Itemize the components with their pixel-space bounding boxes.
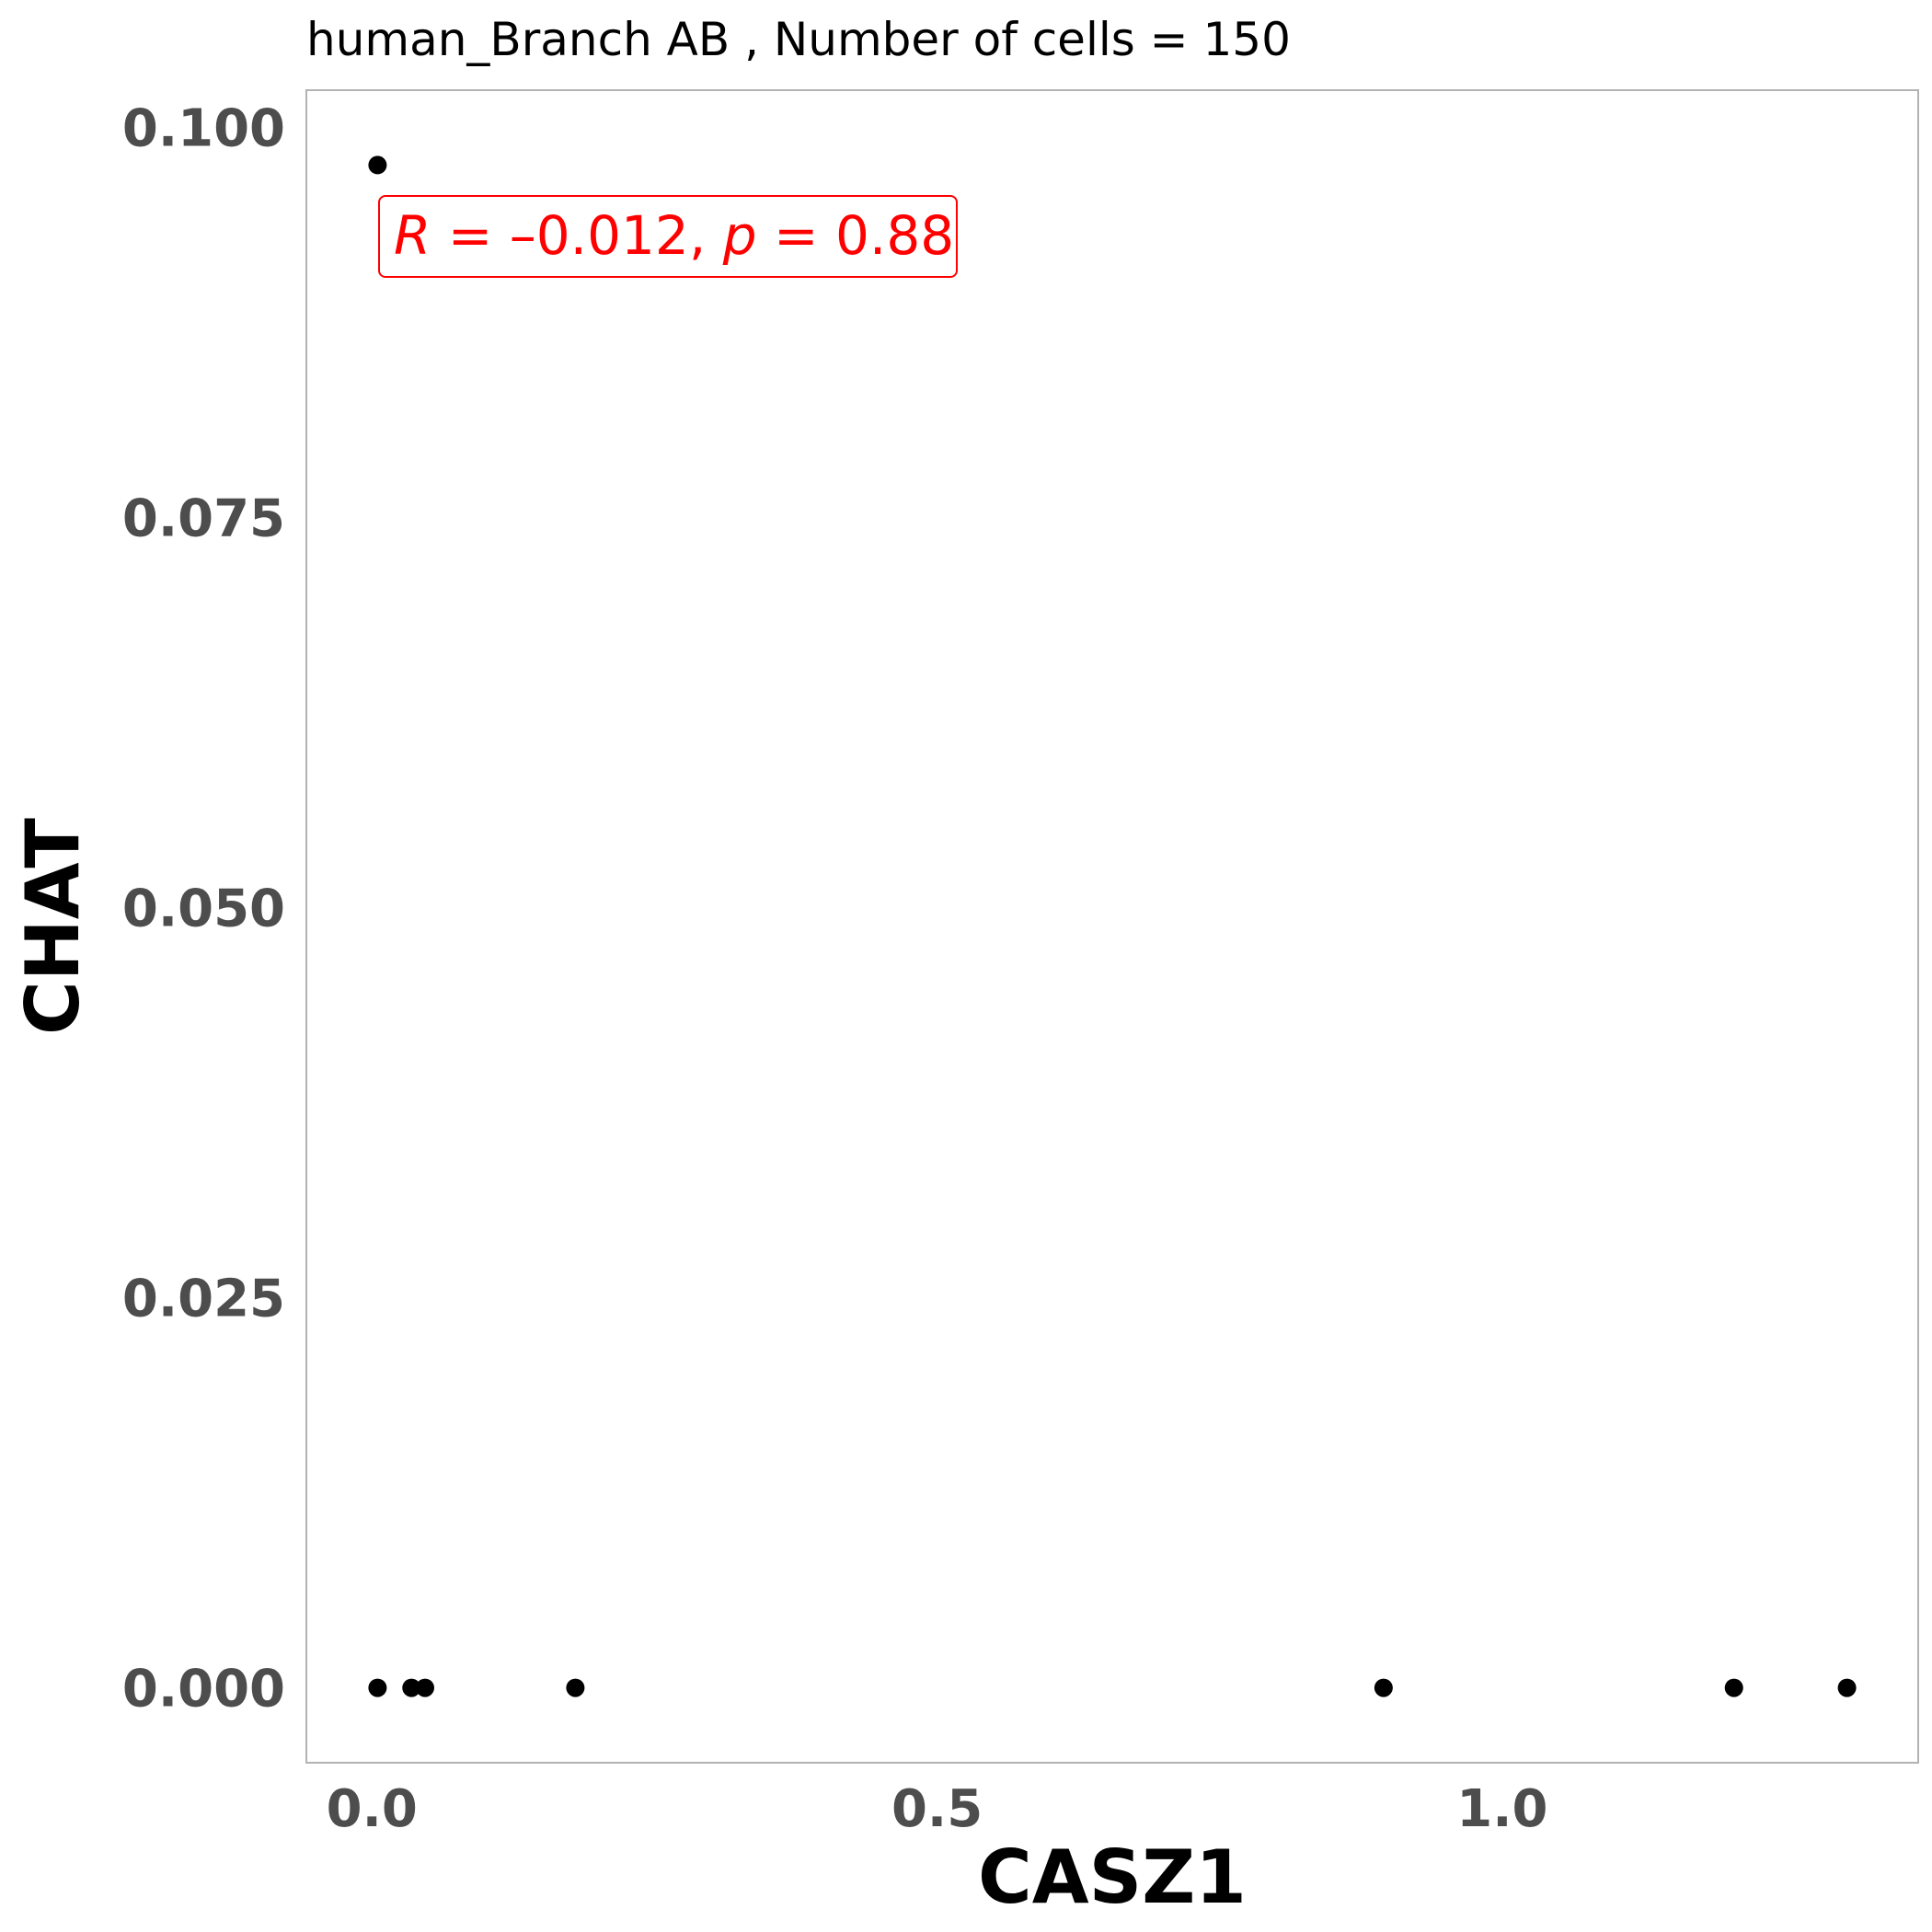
y-axis-ticks: 0.000 0.025 0.050 0.075 0.100 — [122, 99, 285, 1719]
chart-title: human_Branch AB , Number of cells = 150 — [306, 13, 1291, 66]
data-points — [368, 155, 1857, 1697]
x-tick-label: 0.5 — [891, 1779, 983, 1839]
y-axis-title: CHAT — [10, 818, 96, 1035]
annotation-box — [378, 195, 958, 278]
annotation-text: R = –0.012, p = 0.88 — [394, 204, 954, 267]
y-tick-label: 0.000 — [122, 1660, 285, 1719]
data-point — [368, 1678, 387, 1697]
y-tick-label: 0.050 — [122, 880, 285, 939]
correlation-annotation: R = –0.012, p = 0.88 — [378, 195, 958, 278]
data-point — [1724, 1678, 1743, 1697]
y-tick-label: 0.075 — [122, 489, 285, 549]
y-tick-label: 0.025 — [122, 1270, 285, 1329]
x-axis-title: CASZ1 — [978, 1834, 1247, 1920]
data-point — [1837, 1678, 1857, 1697]
y-tick-label: 0.100 — [122, 99, 285, 159]
data-point — [416, 1678, 435, 1697]
annotation-text-part: = –0.012, — [431, 204, 722, 267]
annotation-text-part: R — [394, 204, 431, 267]
data-point — [566, 1678, 585, 1697]
data-point — [1374, 1678, 1393, 1697]
plot-panel — [305, 89, 1919, 1764]
data-point — [402, 1678, 421, 1697]
annotation-text-part: = 0.88 — [757, 204, 955, 267]
x-tick-label: 1.0 — [1456, 1779, 1547, 1839]
data-point — [368, 155, 387, 175]
annotation-text-part: p — [722, 204, 757, 267]
x-tick-label: 0.0 — [327, 1779, 418, 1839]
x-axis-ticks: 0.0 0.5 1.0 — [327, 1779, 1548, 1839]
